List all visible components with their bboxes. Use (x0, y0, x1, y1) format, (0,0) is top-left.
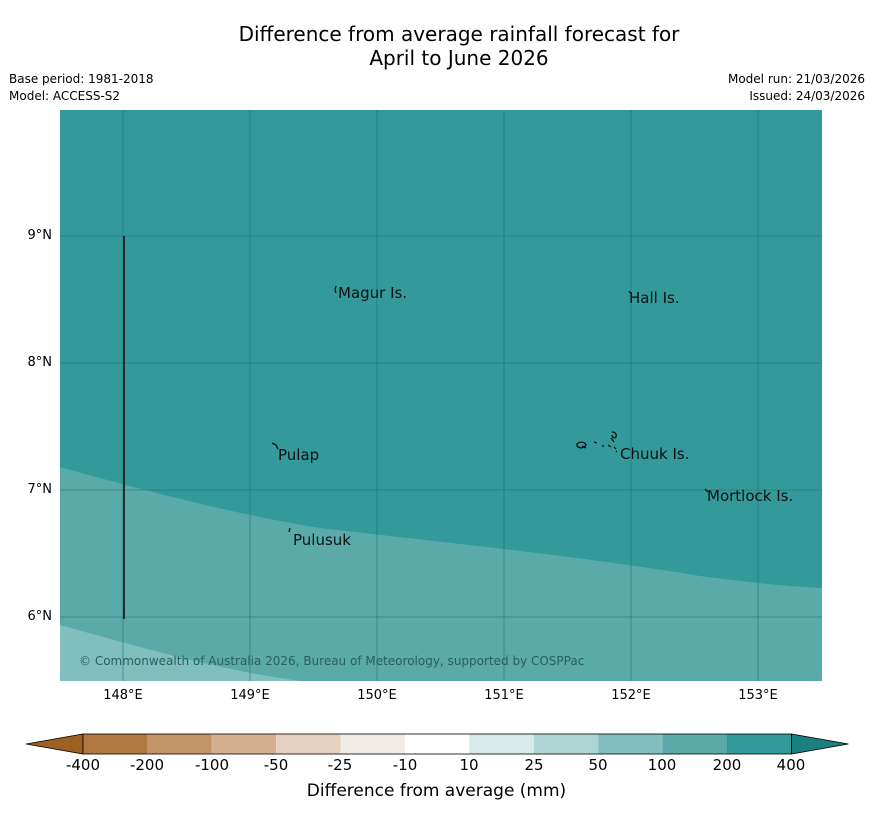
lat-label-7n: 7°N (27, 482, 53, 497)
colorbar-segment (662, 734, 727, 754)
issued-date: Issued: 24/03/2026 (749, 89, 865, 103)
colorbar-tick: 200 (712, 756, 742, 774)
colorbar-segment (211, 734, 277, 754)
island-pulap (271, 442, 279, 450)
place-hall: Hall Is. (629, 289, 680, 307)
lon-label-150e: 150°E (357, 688, 397, 703)
island-chuuk (576, 431, 618, 453)
colorbar-tick: -25 (327, 756, 353, 774)
island-hall (628, 290, 632, 295)
colorbar (26, 733, 849, 755)
island-pulusuk (288, 527, 291, 533)
colorbar-tick: 25 (524, 756, 544, 774)
lon-label-148e: 148°E (103, 688, 143, 703)
colorbar-tick: 400 (776, 756, 806, 774)
colorbar-tick: 50 (588, 756, 608, 774)
colorbar-segment (147, 734, 212, 754)
colorbar-tick: 100 (647, 756, 677, 774)
lat-label-8n: 8°N (27, 355, 53, 370)
islands (271, 285, 709, 533)
colorbar-segment (405, 734, 470, 754)
colorbar-segment (83, 734, 148, 754)
meta-left: Base period: 1981-2018 Model: ACCESS-S2 (9, 71, 154, 105)
copyright-text: © Commonwealth of Australia 2026, Bureau… (79, 654, 585, 668)
lon-label-153e: 153°E (738, 688, 778, 703)
island-mortlock (704, 488, 709, 493)
map-title: Difference from average rainfall forecas… (0, 22, 873, 70)
forecast-map[interactable] (60, 110, 822, 681)
colorbar-tick: -50 (263, 756, 289, 774)
lat-label-6n: 6°N (27, 609, 53, 624)
colorbar-segment (340, 734, 405, 754)
lat-label-9n: 9°N (27, 228, 53, 243)
colorbar-segment (598, 734, 663, 754)
place-chuuk: Chuuk Is. (620, 445, 690, 463)
graticule (60, 110, 822, 681)
colorbar-extend-low (26, 733, 84, 755)
place-magur: Magur Is. (338, 284, 408, 302)
model-run: Model run: 21/03/2026 (727, 72, 865, 86)
title-line-1: Difference from average rainfall forecas… (238, 22, 680, 46)
base-period: Base period: 1981-2018 (9, 72, 154, 86)
place-mortlock: Mortlock Is. (707, 487, 794, 505)
model-name: Model: ACCESS-S2 (9, 89, 121, 103)
colorbar-segment (276, 734, 341, 754)
map-canvas (60, 110, 822, 681)
lon-label-151e: 151°E (484, 688, 524, 703)
colorbar-extend-high (791, 733, 849, 755)
lon-label-152e: 152°E (611, 688, 651, 703)
colorbar-tick: -400 (65, 756, 101, 774)
colorbar-segment (533, 734, 599, 754)
lon-label-149e: 149°E (230, 688, 270, 703)
colorbar-tick: -100 (194, 756, 230, 774)
colorbar-border (82, 733, 792, 755)
colorbar-segment (469, 734, 534, 754)
colorbar-title: Difference from average (mm) (306, 781, 567, 801)
colorbar-tick: 10 (459, 756, 479, 774)
colorbar-segment (727, 734, 792, 754)
place-pulusuk: Pulusuk (293, 531, 351, 549)
title-line-2: April to June 2026 (369, 46, 549, 70)
colorbar-tick: -10 (392, 756, 418, 774)
meta-right: Model run: 21/03/2026 Issued: 24/03/2026 (728, 71, 865, 105)
place-pulap: Pulap (278, 446, 320, 464)
colorbar-tick: -200 (129, 756, 165, 774)
island-magur (334, 285, 337, 294)
region-50-100 (60, 625, 300, 681)
